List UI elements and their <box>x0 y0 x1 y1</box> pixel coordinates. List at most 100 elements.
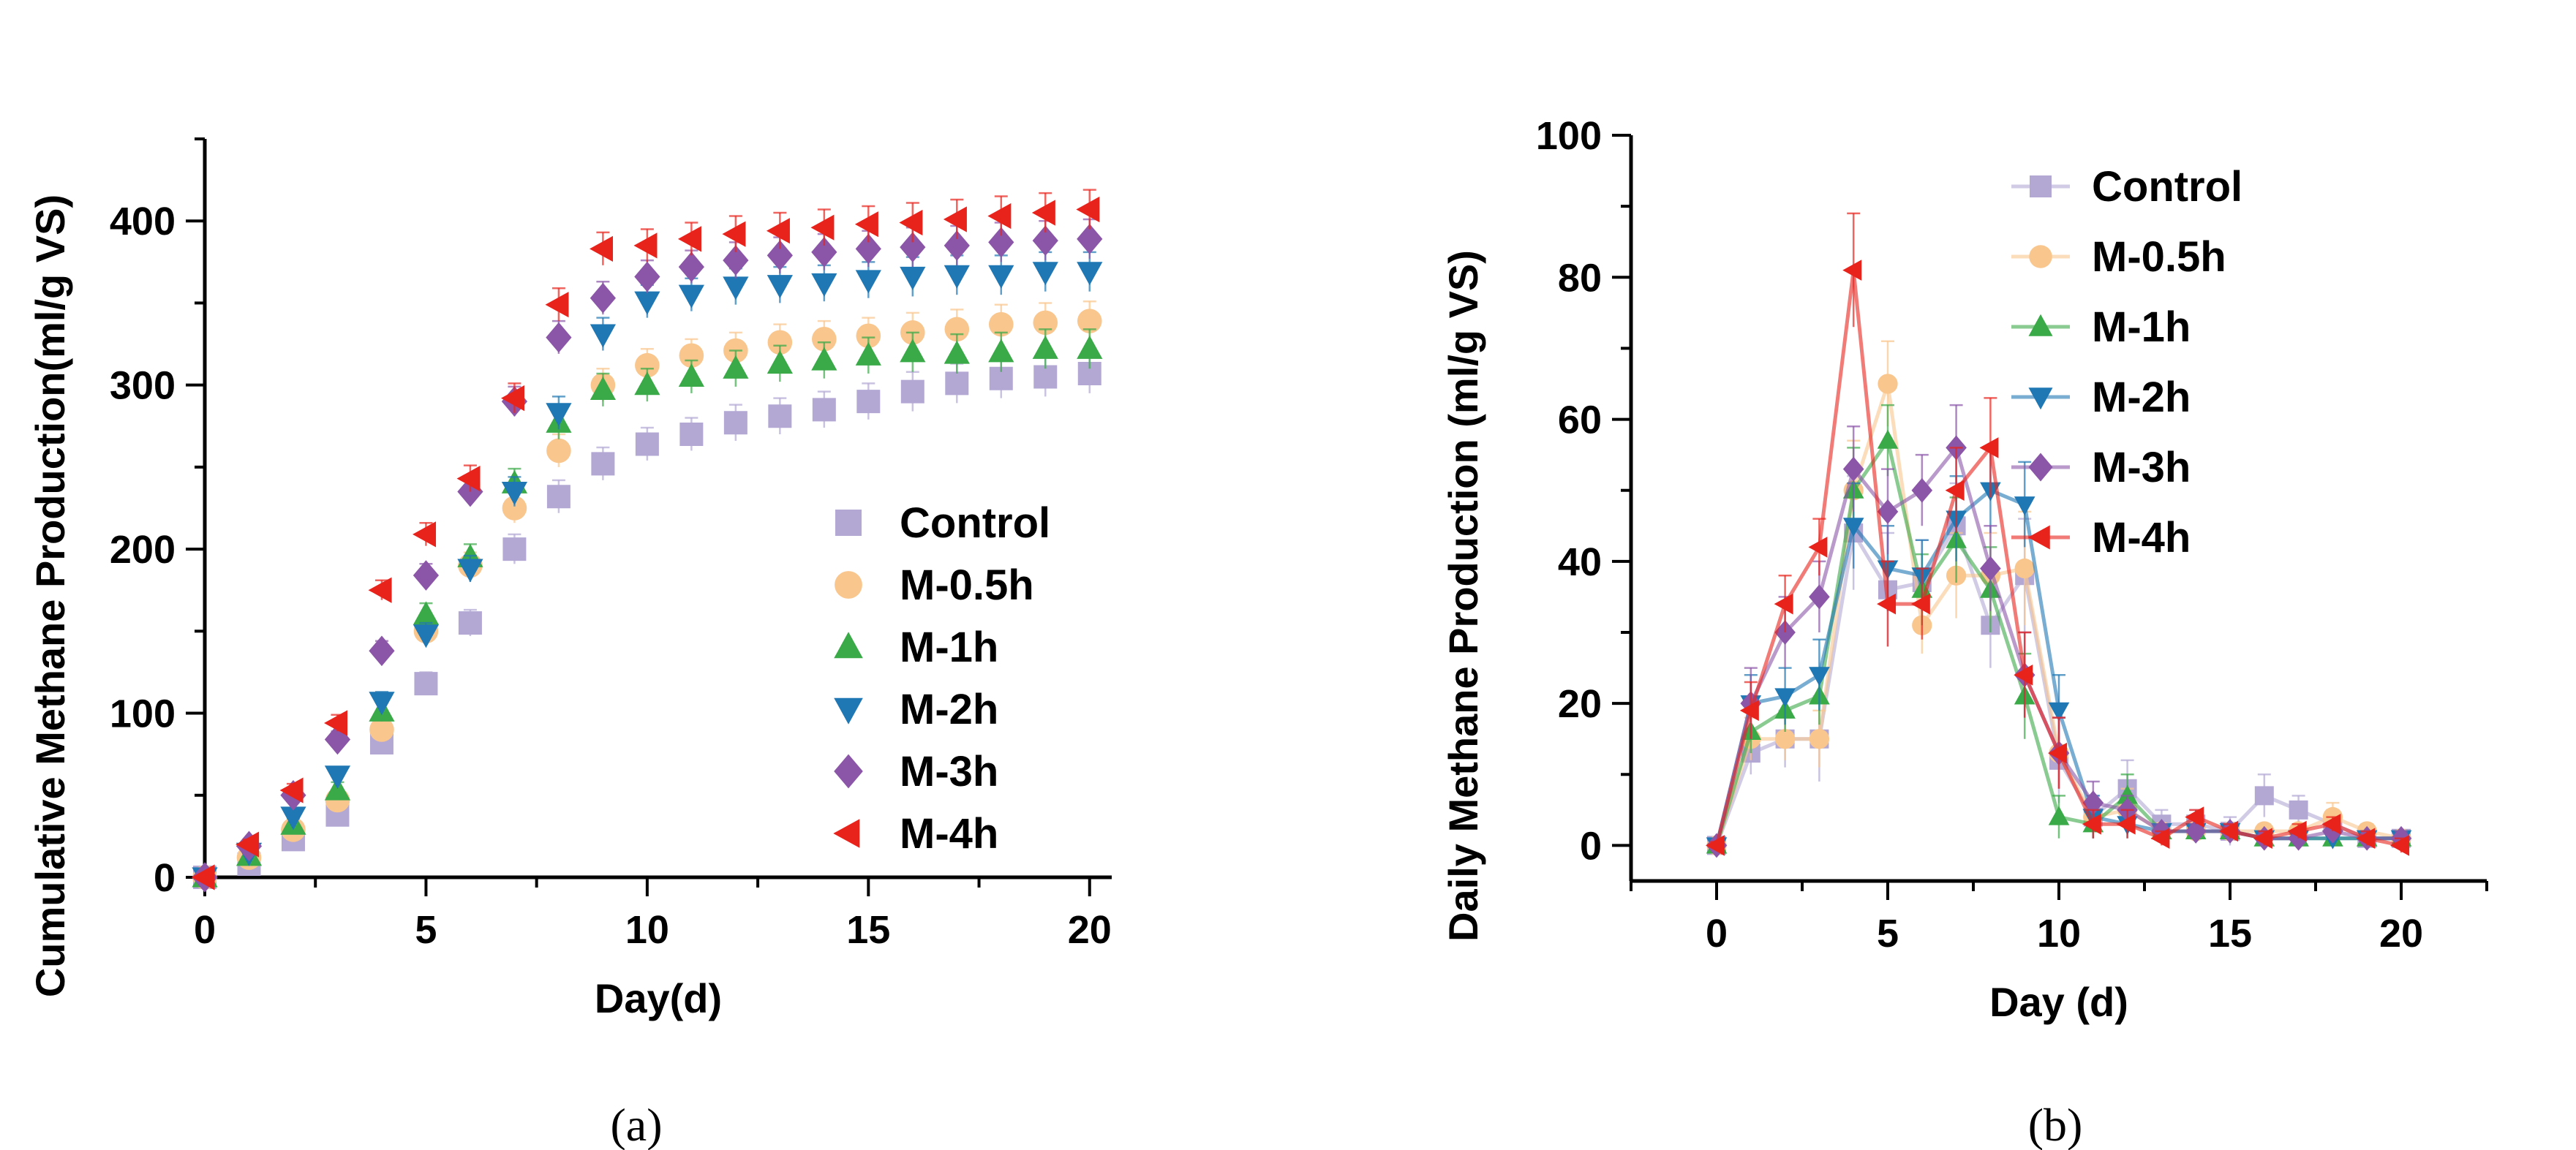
data-point <box>2150 828 2170 850</box>
legend-item-control: Control <box>835 499 1050 547</box>
data-point <box>2185 806 2204 828</box>
legend-marker <box>833 819 860 848</box>
legend-item-m-4h: M-4h <box>2011 514 2191 561</box>
data-point <box>988 311 1014 337</box>
data-point <box>2116 813 2136 835</box>
data-point <box>988 338 1014 363</box>
data-point <box>546 403 572 427</box>
data-point <box>368 577 392 603</box>
data-point <box>589 235 613 262</box>
data-point <box>414 672 438 696</box>
legend-label: M-1h <box>2092 303 2191 351</box>
data-point <box>502 496 527 521</box>
data-point <box>635 432 659 456</box>
data-point <box>413 624 440 648</box>
legend-item-m-0-5h: M-0.5h <box>835 561 1034 609</box>
x-tick-label: 15 <box>846 908 890 952</box>
data-point <box>855 233 881 265</box>
data-point <box>2390 835 2410 856</box>
y-tick-label: 100 <box>1536 114 1602 158</box>
data-point <box>1877 429 1899 449</box>
data-point <box>546 322 572 353</box>
data-point <box>1980 556 2001 581</box>
data-point <box>856 390 881 414</box>
data-point <box>900 266 926 290</box>
data-point <box>590 324 616 348</box>
series-m-4h <box>191 189 1100 890</box>
data-point <box>457 559 483 583</box>
data-point <box>1077 335 1103 359</box>
data-point <box>1878 374 1898 394</box>
data-point <box>1033 365 1058 389</box>
data-point <box>279 777 304 803</box>
data-point <box>900 379 924 404</box>
data-point <box>191 864 215 890</box>
x-tick-label: 0 <box>1706 912 1728 956</box>
x-tick-label: 5 <box>415 908 437 952</box>
data-point <box>1774 593 1793 615</box>
data-point <box>1774 729 1796 749</box>
data-point <box>679 343 704 368</box>
data-point <box>944 265 970 289</box>
data-point <box>1809 584 1830 610</box>
data-point <box>900 338 926 363</box>
x-tick-label: 5 <box>1877 912 1899 956</box>
data-point <box>989 366 1013 390</box>
legend-label: M-2h <box>900 686 998 733</box>
legend-item-m-0-5h: M-0.5h <box>2011 233 2226 281</box>
data-point <box>413 560 440 591</box>
legend-label: M-1h <box>900 624 998 671</box>
data-point <box>1076 196 1100 223</box>
data-point <box>1077 262 1103 286</box>
legend-label: M-0.5h <box>2092 233 2226 281</box>
legend-item-control: Control <box>2011 163 2242 211</box>
data-point <box>679 423 704 446</box>
data-point <box>545 292 569 318</box>
data-point <box>945 371 969 396</box>
data-point <box>590 282 616 314</box>
data-point <box>1945 480 1965 502</box>
data-point <box>856 323 881 349</box>
data-point <box>590 377 616 400</box>
data-point <box>1032 225 1058 256</box>
legend: Control M-0.5h M-1h M-2h M-3h M-4h <box>833 499 1050 858</box>
data-point <box>2117 784 2138 804</box>
data-point <box>810 214 835 241</box>
panel-caption: (a) <box>610 1099 662 1150</box>
data-point <box>2048 742 2068 764</box>
data-point <box>988 227 1014 258</box>
data-point <box>413 521 437 548</box>
data-point <box>723 245 749 276</box>
legend-label: M-0.5h <box>900 561 1034 609</box>
legend-label: M-2h <box>2092 374 2191 421</box>
data-point <box>1979 437 1999 458</box>
data-point <box>633 232 658 259</box>
data-point <box>767 240 793 271</box>
data-point <box>2082 813 2101 835</box>
data-point <box>1877 499 1899 524</box>
x-axis-title: Day(d) <box>595 975 722 1021</box>
data-point <box>1031 200 1055 226</box>
data-point <box>634 371 660 396</box>
data-point <box>678 363 704 387</box>
data-point <box>280 806 306 831</box>
data-point <box>678 251 704 282</box>
y-tick-label: 40 <box>1558 540 1602 584</box>
legend-label: M-3h <box>2092 444 2191 491</box>
data-point <box>1032 262 1058 286</box>
x-axis-title: Day (d) <box>1989 979 2128 1025</box>
legend-item-m-2h: M-2h <box>2011 374 2191 421</box>
data-point <box>855 270 881 294</box>
data-point <box>1911 477 1933 503</box>
data-point <box>854 211 878 238</box>
data-point <box>369 692 395 716</box>
data-point <box>1842 518 1864 537</box>
data-point <box>944 317 970 342</box>
data-point <box>1706 835 1725 856</box>
data-point <box>900 232 926 262</box>
legend-item-m-4h: M-4h <box>833 810 998 858</box>
data-point <box>899 209 923 236</box>
legend-label: M-3h <box>900 748 998 795</box>
data-point <box>2321 813 2341 835</box>
data-point <box>2048 702 2070 722</box>
